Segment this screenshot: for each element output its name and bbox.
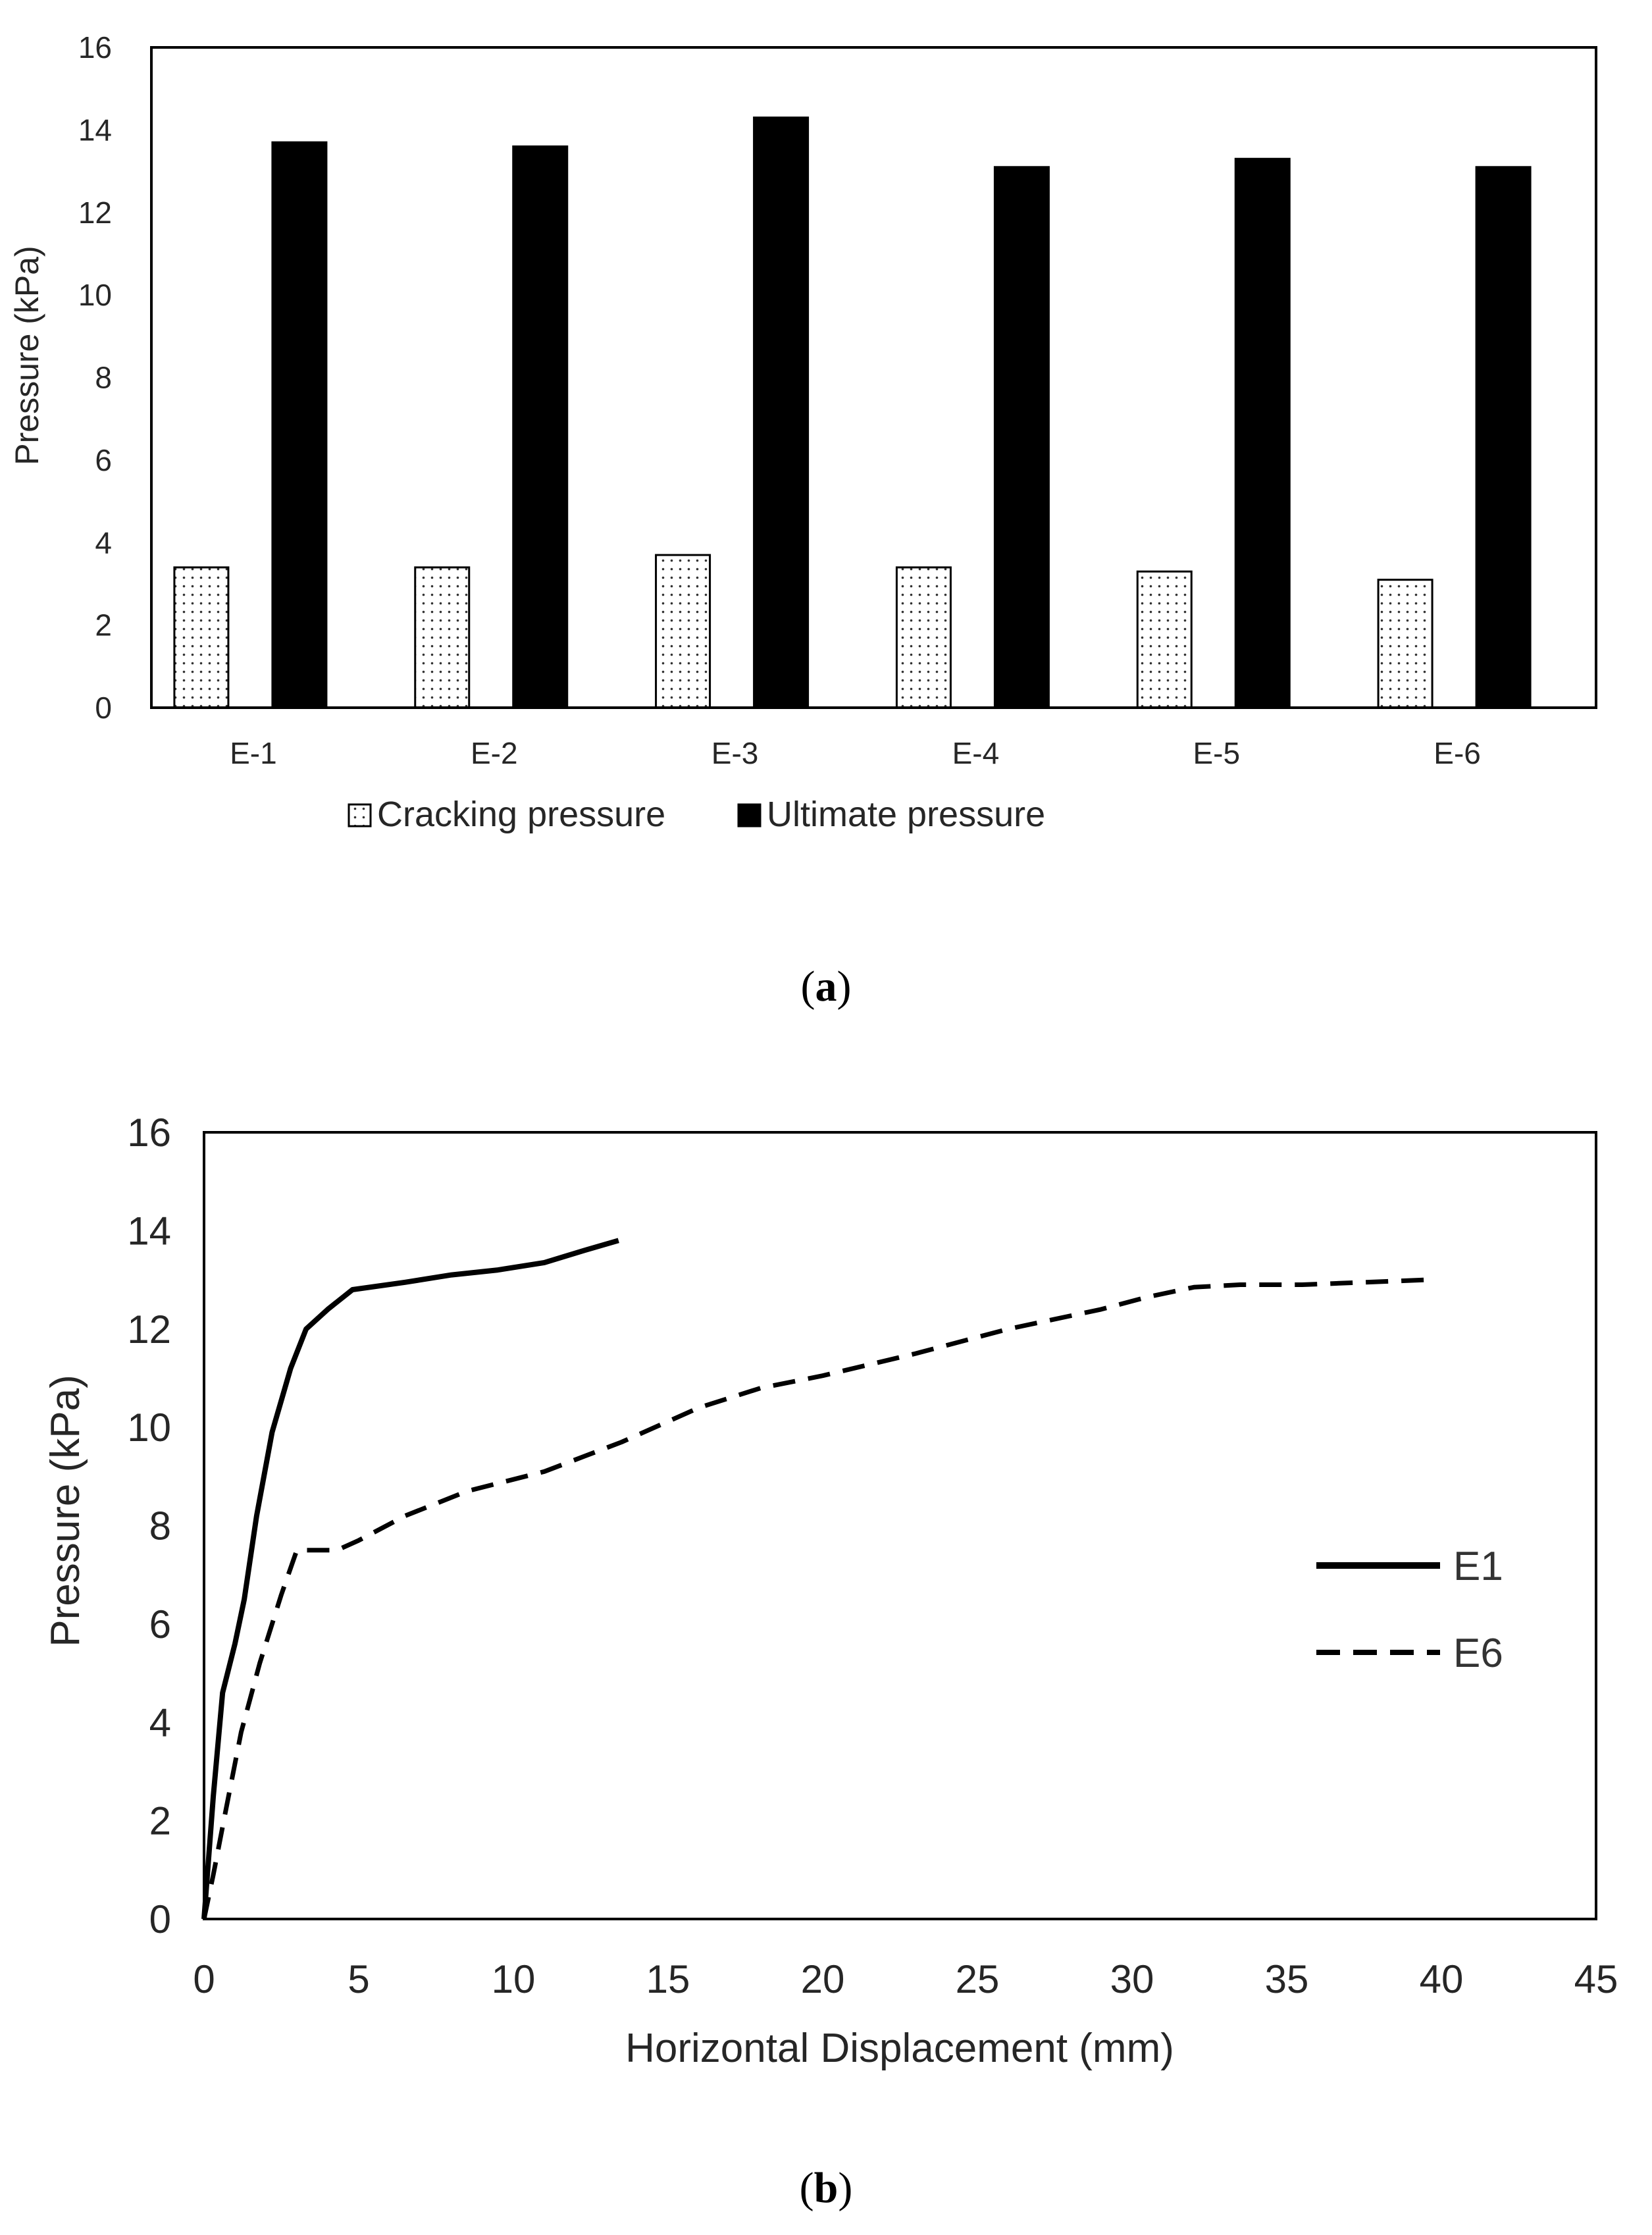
bar-cracking-E-3 (655, 554, 711, 709)
bar-ultimate-E-4 (993, 166, 1050, 709)
legend-label-ultimate: Ultimate pressure (767, 795, 1045, 834)
caption-a-open: ( (801, 962, 815, 1011)
chart-b-x-tick-label: 30 (1110, 1957, 1154, 2001)
chart-a-x-tick-label: E-5 (1193, 736, 1240, 770)
chart-b-x-tick-label: 40 (1420, 1957, 1464, 2001)
chart-b-x-tick-label: 20 (801, 1957, 845, 2001)
caption-a-letter: a (815, 962, 837, 1011)
chart-a-y-tick-label: 2 (95, 608, 112, 643)
chart-b-y-tick-label: 10 (127, 1406, 171, 1450)
chart-a-y-tick-label: 8 (95, 361, 112, 395)
bar-cracking-E-2 (414, 566, 471, 709)
chart-a-y-tick-label: 10 (78, 278, 112, 312)
chart-b-y-ticks: 0 2 4 6 8 10 12 14 16 (127, 1111, 171, 1941)
chart-a-x-tick-label: E-4 (952, 736, 1000, 770)
chart-b-x-axis-title: Horizontal Displacement (mm) (625, 2026, 1174, 2071)
solid-square-icon (737, 803, 761, 828)
caption-a-close: ) (837, 962, 852, 1011)
chart-b-y-tick-label: 0 (149, 1897, 171, 1941)
chart-a-bars (173, 117, 1532, 709)
chart-b-x-tick-label: 10 (492, 1957, 536, 2001)
chart-b-y-axis-title: Pressure (kPa) (43, 1375, 88, 1646)
chart-b-y-tick-label: 4 (149, 1700, 171, 1745)
bar-cracking-E-5 (1136, 570, 1193, 709)
chart-a-y-axis-title: Pressure (kPa) (9, 246, 45, 465)
chart-b-x-tick-label: 45 (1574, 1957, 1618, 2001)
legend-label-e6: E6 (1453, 1631, 1503, 1676)
chart-a-y-ticks: 0 2 4 6 8 10 12 14 16 (78, 30, 112, 725)
bar-ultimate-E-2 (512, 145, 569, 709)
dotted-square-icon (348, 803, 372, 828)
chart-a-x-tick-label: E-1 (230, 736, 277, 770)
caption-b-open: ( (800, 2164, 814, 2212)
legend-label-e1: E1 (1453, 1544, 1503, 1589)
chart-b-x-tick-label: 5 (348, 1957, 369, 2001)
chart-a-plot-frame (150, 46, 1597, 709)
chart-b-x-ticks: 0 5 10 15 20 25 30 35 40 45 (193, 1957, 1618, 2001)
chart-b-plot-frame (203, 1131, 1597, 1920)
chart-a-y-tick-label: 16 (78, 30, 112, 65)
chart-b-lines (201, 1238, 1426, 1920)
chart-b-y-tick-label: 14 (127, 1209, 171, 1253)
caption-b-close: ) (838, 2164, 852, 2212)
chart-a-y-tick-label: 6 (95, 443, 112, 477)
bar-cracking-E-6 (1377, 579, 1433, 709)
chart-a-x-tick-label: E-3 (711, 736, 759, 770)
chart-b-x-tick-label: 25 (956, 1957, 1000, 2001)
series-line-E1 (201, 1238, 619, 1920)
series-line-E6 (201, 1277, 1426, 1920)
chart-b-y-tick-label: 8 (149, 1504, 171, 1548)
bar-ultimate-E-5 (1234, 157, 1291, 709)
bar-cracking-E-4 (895, 566, 952, 709)
bar-ultimate-E-1 (271, 141, 328, 709)
chart-a-legend: Cracking pressure Ultimate pressure (348, 795, 1045, 834)
chart-a-y-tick-label: 12 (78, 196, 112, 230)
chart-a-x-tick-label: E-6 (1433, 736, 1481, 770)
legend-label-cracking: Cracking pressure (377, 795, 665, 834)
bar-ultimate-E-6 (1475, 166, 1532, 709)
chart-a-y-tick-label: 4 (95, 525, 112, 560)
bar-ultimate-E-3 (753, 117, 810, 709)
chart-b-x-tick-label: 0 (193, 1957, 215, 2001)
bar-cracking-E-1 (173, 566, 230, 709)
caption-b-letter: b (814, 2164, 839, 2212)
caption-a: (a) (801, 962, 852, 1011)
chart-b-y-tick-label: 16 (127, 1111, 171, 1155)
chart-a-y-tick-label: 14 (78, 113, 112, 147)
chart-b-legend: E1 E6 (1316, 1544, 1503, 1676)
chart-b-y-tick-label: 2 (149, 1799, 171, 1843)
chart-b-x-tick-label: 15 (646, 1957, 690, 2001)
bar-chart-a: 0 2 4 6 8 10 12 14 16 E-1 E-2 E-3 E-4 E-5 E-6 Pressur… (9, 30, 1597, 1011)
chart-a-x-ticks: E-1 E-2 E-3 E-4 E-5 E-6 (230, 736, 1481, 770)
line-chart-b: 0 2 4 6 8 10 12 14 16 0 5 10 15 20 25 30 35 40 45 Horizon… (43, 1111, 1618, 2212)
caption-b: (b) (800, 2164, 853, 2212)
chart-a-y-tick-label: 0 (95, 691, 112, 725)
chart-a-x-tick-label: E-2 (471, 736, 518, 770)
chart-b-x-tick-label: 35 (1265, 1957, 1309, 2001)
chart-b-y-tick-label: 12 (127, 1307, 171, 1352)
chart-b-y-tick-label: 6 (149, 1602, 171, 1646)
